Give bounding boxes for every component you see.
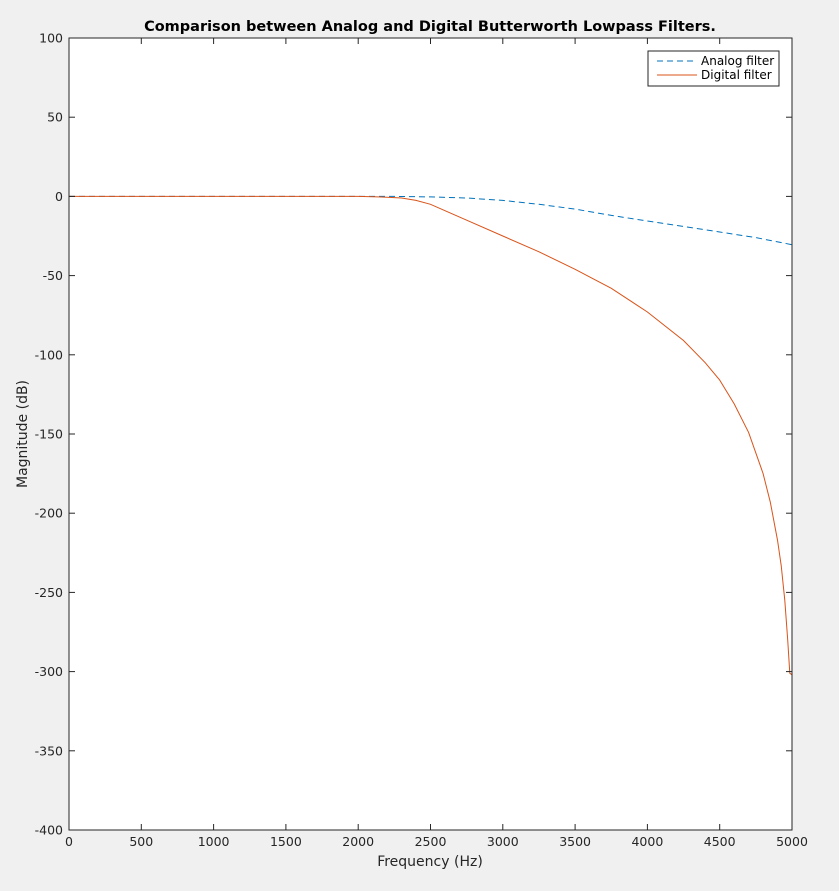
y-tick-label: 50 [47,110,63,125]
x-tick-label: 2000 [342,834,374,849]
legend[interactable]: Analog filter Digital filter [647,50,780,87]
y-tick-label: -400 [35,823,63,838]
x-tick-label: 0 [65,834,73,849]
x-tick-label: 500 [129,834,153,849]
y-tick-label: -100 [35,347,63,362]
legend-label-analog: Analog filter [701,54,774,68]
x-tick-label: 4000 [631,834,663,849]
y-tick-label: 0 [55,189,63,204]
axes: 0 500 1000 1500 2000 2500 3000 3500 4000 4500 5000… [35,31,808,850]
x-tick-label: 3000 [487,834,519,849]
y-tick-label: 100 [39,31,63,46]
x-tick-label: 5000 [776,834,808,849]
plot-area [69,38,792,830]
y-axis-label: Magnitude (dB) [15,380,31,488]
curves [69,195,793,676]
x-tick-label: 1500 [270,834,302,849]
y-tick-label: -150 [35,427,63,442]
y-tick-label: -50 [43,268,63,283]
legend-box [647,50,780,87]
x-tick-label: 3500 [559,834,591,849]
x-tick-label: 2500 [415,834,447,849]
y-tick-label: -350 [35,743,63,758]
x-tick-label: 1000 [198,834,230,849]
y-tick-label: -200 [35,506,63,521]
chart-title: Comparison between Analog and Digital Bu… [144,19,716,35]
x-axis-label: Frequency (Hz) [377,854,483,870]
y-tick-label: -300 [35,664,63,679]
x-tick-label: 4500 [704,834,736,849]
y-tick-label: -250 [35,585,63,600]
series-line-digital [69,195,793,676]
legend-label-digital: Digital filter [701,68,772,82]
